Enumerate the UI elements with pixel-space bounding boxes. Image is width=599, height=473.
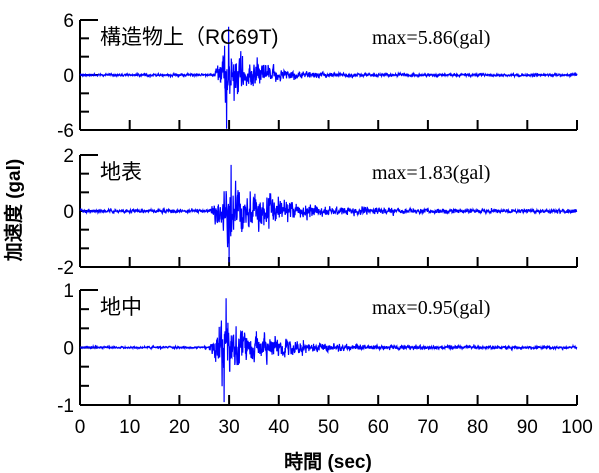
panel-2: 2 0 -2 地表 max=1.83(gal) xyxy=(57,146,578,279)
y-tick-label: 0 xyxy=(63,202,74,223)
y-tick-label: 0 xyxy=(63,66,74,87)
panel-title: 地中 xyxy=(100,296,142,319)
panels-layer: 6 0 -6 構造物上（RC69T) max=5.86(gal) 2 0 -2 地表 max=1.… xyxy=(57,11,578,417)
max-label: max=1.83(gal) xyxy=(372,162,490,184)
panel-title: 構造物上（RC69T) xyxy=(100,26,279,49)
panel-1: 6 0 -6 構造物上（RC69T) max=5.86(gal) xyxy=(57,11,578,142)
series-line xyxy=(79,26,578,129)
panel-title: 地表 xyxy=(100,161,142,184)
y-tick-label: -1 xyxy=(57,396,74,417)
y-tick-label: -6 xyxy=(57,121,74,142)
max-label: max=5.86(gal) xyxy=(372,27,490,49)
x-tick-label: 30 xyxy=(219,417,240,438)
x-tick-label: 60 xyxy=(368,417,389,438)
y-tick-label: 0 xyxy=(63,339,74,360)
panel-3: 1 0 -1 地中 max=0.95(gal) xyxy=(57,281,578,417)
series-line xyxy=(79,164,578,263)
y-axis-title: 加速度 (gal) xyxy=(2,159,25,262)
series-line xyxy=(79,298,578,403)
x-tick-label: 50 xyxy=(318,417,339,438)
x-tick-label: 40 xyxy=(268,417,289,438)
x-tick-label: 20 xyxy=(169,417,190,438)
x-tick-label: 10 xyxy=(119,417,140,438)
x-tick-label: 70 xyxy=(417,417,438,438)
x-axis-title: 時間 (sec) xyxy=(284,451,372,473)
y-tick-label: 1 xyxy=(63,281,74,302)
x-tick-label: 0 xyxy=(75,417,86,438)
x-axis: 0 10 20 30 40 50 60 70 80 90 100 xyxy=(75,417,593,438)
x-tick-label: 100 xyxy=(561,417,593,438)
y-tick-label: 2 xyxy=(63,146,74,167)
max-label: max=0.95(gal) xyxy=(372,297,490,319)
y-tick-label: 6 xyxy=(63,11,74,32)
x-tick-label: 90 xyxy=(517,417,538,438)
y-tick-label: -2 xyxy=(57,258,74,279)
x-tick-label: 80 xyxy=(467,417,488,438)
